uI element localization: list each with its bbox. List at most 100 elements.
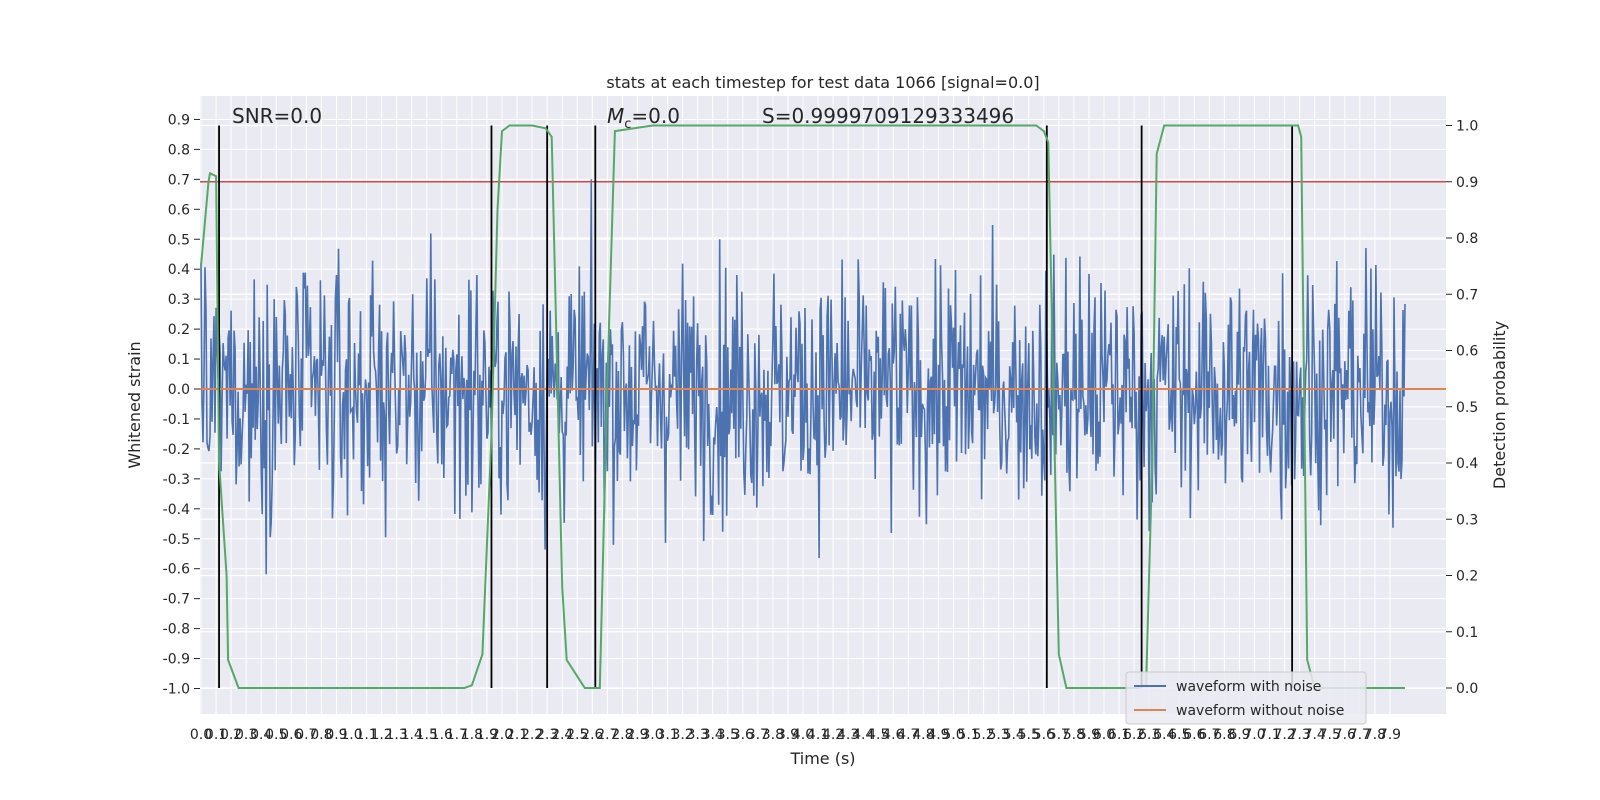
x-tick-label: 6.2 (1123, 727, 1145, 743)
x-tick-label: 0.4 (250, 727, 272, 743)
x-tick-label: 5.5 (1018, 727, 1040, 743)
annotation-s: S=0.9999709129333496 (762, 104, 1014, 128)
x-tick-label: 0.9 (325, 727, 347, 743)
y-tick-label: -0.5 (163, 532, 190, 548)
x-tick-label: 0.0 (190, 727, 212, 743)
y-tick-label: -0.4 (163, 502, 190, 518)
x-tick-label: 4.0 (792, 727, 814, 743)
y-tick-label: -0.3 (163, 472, 190, 488)
x-tick-label: 0.3 (235, 727, 257, 743)
x-tick-label: 7.2 (1273, 727, 1295, 743)
x-tick-label: 7.9 (1379, 727, 1401, 743)
x-tick-label: 3.4 (702, 727, 724, 743)
y2-tick-label: 0.6 (1456, 344, 1478, 360)
legend-label-clean: waveform without noise (1176, 703, 1344, 719)
x-tick-label: 0.1 (205, 727, 227, 743)
y-tick-label: 0.4 (168, 262, 190, 278)
x-tick-label: 5.4 (1003, 727, 1025, 743)
y-tick-label: 0.2 (168, 322, 190, 338)
x-tick-label: 7.3 (1289, 727, 1311, 743)
x-tick-label: 7.0 (1243, 727, 1265, 743)
y-tick-label: -0.9 (163, 652, 190, 668)
x-tick-label: 5.7 (1048, 727, 1070, 743)
x-tick-label: 0.8 (310, 727, 332, 743)
x-tick-label: 1.1 (355, 727, 377, 743)
y-tick-label: 0.6 (168, 202, 190, 218)
y2-tick-label: 0.2 (1456, 569, 1478, 585)
x-tick-label: 3.2 (671, 727, 693, 743)
legend-label-noise: waveform with noise (1176, 679, 1321, 695)
x-tick-label: 5.6 (1033, 727, 1055, 743)
x-tick-label: 4.6 (882, 727, 904, 743)
y2-tick-label: 0.5 (1456, 400, 1478, 416)
x-tick-label: 1.3 (386, 727, 408, 743)
x-tick-label: 0.7 (295, 727, 317, 743)
x-tick-label: 5.3 (988, 727, 1010, 743)
x-tick-label: 4.5 (867, 727, 889, 743)
x-tick-label: 3.8 (762, 727, 784, 743)
x-tick-label: 6.9 (1228, 727, 1250, 743)
x-tick-label: 3.1 (656, 727, 678, 743)
x-tick-label: 6.4 (1153, 727, 1175, 743)
x-tick-label: 6.0 (1093, 727, 1115, 743)
x-tick-label: 6.7 (1198, 727, 1220, 743)
x-tick-label: 4.2 (822, 727, 844, 743)
x-tick-label: 4.9 (927, 727, 949, 743)
x-tick-label: 3.3 (687, 727, 709, 743)
y-axis-ticks: 0.9 0.8 0.7 0.6 0.5 0.4 0.3 0.2 0.1 0.0 -0.1 -0.2 -0… (163, 112, 200, 698)
x-tick-label: 2.2 (521, 727, 543, 743)
x-tick-label: 0.5 (265, 727, 287, 743)
x-tick-label: 5.0 (942, 727, 964, 743)
x-tick-label: 1.8 (461, 727, 483, 743)
x-tick-label: 4.3 (837, 727, 859, 743)
annotation-mc: Mc=0.0 (607, 104, 680, 132)
x-tick-label: 5.1 (957, 727, 979, 743)
y2-tick-label: 0.8 (1456, 231, 1478, 247)
x-tick-label: 2.8 (611, 727, 633, 743)
legend-box (1125, 671, 1367, 725)
y-axis-label: Whitened strain (125, 341, 144, 468)
y-tick-label: 0.1 (168, 352, 190, 368)
x-axis-label: Time (s) (789, 749, 855, 768)
x-tick-label: 1.0 (340, 727, 362, 743)
x-tick-label: 1.9 (476, 727, 498, 743)
x-tick-label: 4.8 (912, 727, 934, 743)
y2-tick-label: 0.4 (1456, 456, 1478, 472)
x-tick-label: 1.2 (370, 727, 392, 743)
x-tick-label: 2.4 (551, 727, 573, 743)
x-tick-label: 3.5 (717, 727, 739, 743)
y-tick-label: 0.5 (168, 232, 190, 248)
x-tick-label: 4.1 (807, 727, 829, 743)
x-tick-label: 1.6 (431, 727, 453, 743)
x-tick-label: 3.0 (641, 727, 663, 743)
annotation-snr: SNR=0.0 (232, 104, 322, 128)
y2-axis-ticks: 1.0 0.9 0.8 0.7 0.6 0.5 0.4 0.3 0.2 0.1 0.0 (1446, 119, 1478, 697)
x-tick-label: 1.7 (446, 727, 468, 743)
y-tick-label: -0.2 (163, 442, 190, 458)
x-tick-label: 3.7 (747, 727, 769, 743)
y2-tick-label: 0.1 (1456, 625, 1478, 641)
x-tick-label: 4.7 (897, 727, 919, 743)
y-tick-label: 0.3 (168, 292, 190, 308)
chart-title: stats at each timestep for test data 106… (606, 73, 1039, 92)
x-tick-label: 6.3 (1138, 727, 1160, 743)
x-tick-label: 5.9 (1078, 727, 1100, 743)
x-tick-label: 0.6 (280, 727, 302, 743)
x-tick-label: 0.2 (220, 727, 242, 743)
y2-tick-label: 1.0 (1456, 119, 1478, 135)
x-tick-label: 7.1 (1258, 727, 1280, 743)
y2-tick-label: 0.0 (1456, 681, 1478, 697)
noise-series (200, 179, 1406, 575)
y-tick-label: -0.8 (163, 622, 190, 638)
y-tick-label: 0.0 (168, 382, 190, 398)
x-tick-label: 7.4 (1304, 727, 1326, 743)
x-tick-label: 3.9 (777, 727, 799, 743)
y-tick-label: 0.9 (168, 112, 190, 128)
series-waveform-with-noise (200, 179, 1406, 575)
x-tick-label: 2.1 (506, 727, 528, 743)
y-tick-label: -0.1 (163, 412, 190, 428)
y-tick-label: -0.6 (163, 562, 190, 578)
legend: waveform with noise waveform without noi… (1125, 671, 1367, 725)
y-tick-label: 0.7 (168, 172, 190, 188)
